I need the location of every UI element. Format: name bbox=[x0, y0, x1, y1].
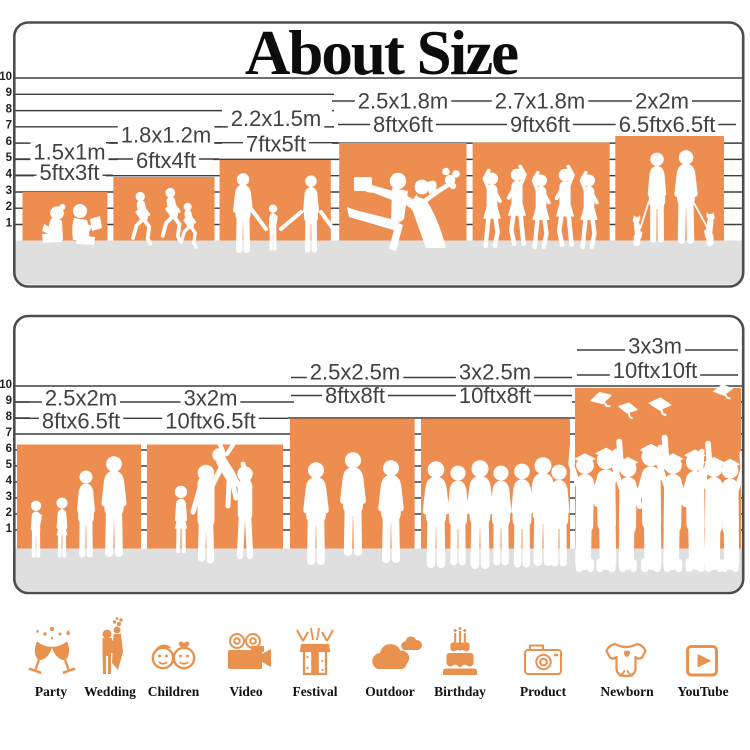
svg-text:5ftx3ft: 5ftx3ft bbox=[40, 160, 100, 185]
svg-text:Product: Product bbox=[520, 684, 567, 699]
svg-text:8ftx8ft: 8ftx8ft bbox=[325, 383, 385, 408]
svg-text:8ftx6ft: 8ftx6ft bbox=[373, 112, 433, 137]
svg-text:10ftx6.5ft: 10ftx6.5ft bbox=[165, 408, 256, 433]
svg-text:6: 6 bbox=[6, 136, 12, 148]
svg-text:8: 8 bbox=[6, 103, 13, 115]
svg-text:7: 7 bbox=[6, 120, 12, 132]
svg-text:1.8x1.2m: 1.8x1.2m bbox=[121, 122, 212, 147]
svg-text:2: 2 bbox=[6, 201, 12, 213]
svg-text:4: 4 bbox=[6, 475, 13, 487]
svg-text:Outdoor: Outdoor bbox=[365, 684, 415, 699]
svg-text:2.7x1.8m: 2.7x1.8m bbox=[495, 88, 586, 113]
svg-text:7: 7 bbox=[6, 427, 12, 439]
svg-text:3: 3 bbox=[6, 491, 12, 503]
svg-text:10: 10 bbox=[0, 71, 12, 83]
svg-text:Newborn: Newborn bbox=[600, 684, 654, 699]
svg-text:3x2.5m: 3x2.5m bbox=[459, 359, 531, 384]
svg-text:Festival: Festival bbox=[293, 684, 338, 699]
svg-text:3x2m: 3x2m bbox=[184, 385, 238, 410]
svg-text:YouTube: YouTube bbox=[677, 684, 728, 699]
svg-text:2.5x1.8m: 2.5x1.8m bbox=[358, 88, 449, 113]
svg-text:5: 5 bbox=[6, 459, 13, 471]
svg-text:8: 8 bbox=[6, 411, 13, 423]
svg-text:9: 9 bbox=[6, 395, 12, 407]
svg-text:1.5x1m: 1.5x1m bbox=[33, 139, 105, 164]
svg-text:2.2x1.5m: 2.2x1.5m bbox=[231, 106, 322, 131]
svg-text:Birthday: Birthday bbox=[434, 684, 486, 699]
svg-text:Party: Party bbox=[35, 684, 67, 699]
svg-text:3x3m: 3x3m bbox=[628, 333, 682, 358]
svg-text:10ftx10ft: 10ftx10ft bbox=[613, 358, 697, 383]
svg-text:6ftx4ft: 6ftx4ft bbox=[136, 148, 196, 173]
svg-text:8ftx6.5ft: 8ftx6.5ft bbox=[42, 408, 120, 433]
svg-text:1: 1 bbox=[6, 217, 13, 229]
svg-text:7ftx5ft: 7ftx5ft bbox=[246, 131, 306, 156]
svg-text:About Size: About Size bbox=[245, 18, 518, 88]
svg-text:1: 1 bbox=[6, 523, 13, 535]
svg-text:2x2m: 2x2m bbox=[635, 88, 689, 113]
svg-text:10ftx8ft: 10ftx8ft bbox=[459, 383, 531, 408]
svg-text:3: 3 bbox=[6, 185, 12, 197]
svg-text:10: 10 bbox=[0, 379, 12, 391]
svg-text:2.5x2.5m: 2.5x2.5m bbox=[310, 359, 401, 384]
svg-text:9: 9 bbox=[6, 87, 12, 99]
svg-text:6: 6 bbox=[6, 443, 12, 455]
svg-text:5: 5 bbox=[6, 152, 13, 164]
svg-text:4: 4 bbox=[6, 169, 13, 181]
svg-text:Video: Video bbox=[229, 684, 262, 699]
svg-text:6.5ftx6.5ft: 6.5ftx6.5ft bbox=[619, 112, 716, 137]
svg-text:9ftx6ft: 9ftx6ft bbox=[510, 112, 570, 137]
svg-text:Children: Children bbox=[148, 684, 200, 699]
svg-text:2: 2 bbox=[6, 507, 12, 519]
svg-text:Wedding: Wedding bbox=[84, 684, 136, 699]
svg-text:2.5x2m: 2.5x2m bbox=[45, 385, 117, 410]
